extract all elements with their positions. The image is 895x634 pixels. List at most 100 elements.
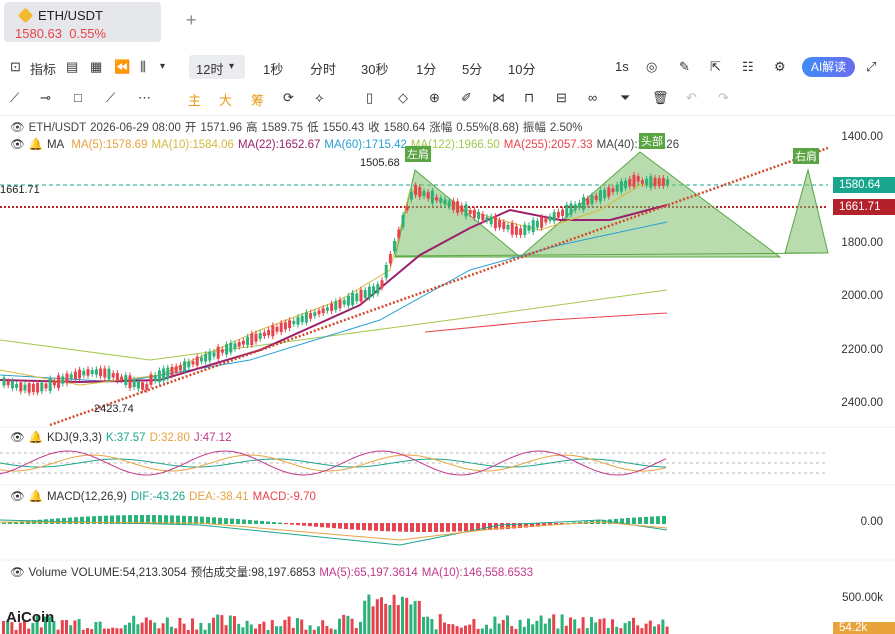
indicators-button[interactable]: 指标 [30,62,57,77]
candle-body [262,332,266,337]
ruler-icon[interactable]: ◇ [398,90,408,105]
interval-chevron-icon[interactable]: ▾ [229,61,235,72]
hline-icon[interactable]: ⊸ [40,90,51,105]
left-shoulder-label: 左肩 [405,146,431,162]
eye-icon: 👁 [10,491,25,503]
interval-selected[interactable]: 12时 [196,62,224,77]
lock-icon[interactable]: ⊓ [524,90,535,105]
macd-bar [512,523,516,529]
interval-1s[interactable]: 1秒 [263,62,284,77]
candle-body [279,322,283,333]
chevron-down-icon[interactable]: ▾ [160,61,166,72]
brush-icon[interactable]: ✐ [461,90,472,105]
template-icon[interactable]: ⊟ [556,90,567,105]
zoom-icon[interactable]: ⊕ [429,90,440,105]
undo-icon[interactable]: ↶ [686,90,697,105]
macd-bar [2,522,6,524]
candle-body [502,222,506,229]
candle-body [430,190,434,204]
volume-bar [485,624,488,634]
trendline-icon[interactable]: ⟋ [10,90,20,105]
interval-select[interactable] [189,55,245,79]
big-order-button[interactable]: 大 [219,93,233,108]
chips-button[interactable]: 筹 [251,93,265,108]
share-icon[interactable]: ⇱ [710,59,721,74]
link-icon[interactable]: ∞ [588,90,598,105]
candle-body [187,361,191,368]
volume-bar [539,615,543,634]
volume-bar [304,629,308,634]
candle-body [498,220,502,228]
volume-bar [81,629,85,634]
macd-bar [644,516,648,524]
bookmark-icon[interactable]: ▯ [366,90,374,105]
volume-bar [228,615,232,634]
macd-bar [386,523,390,532]
macd-bar [242,519,246,524]
interval-10m[interactable]: 10分 [508,62,536,77]
indicators-icon[interactable]: ⊡ [10,59,21,74]
layout-icon[interactable]: ▤ [66,59,79,74]
interval-30s[interactable]: 30秒 [361,62,389,77]
volume-bar [212,617,215,634]
interval-time[interactable]: 分时 [310,62,337,77]
symbol-tab[interactable]: ETH/USDT 1580.63 0.55% [4,2,161,42]
candle-body [464,204,468,217]
volume-bar [65,619,68,634]
candle-body [552,212,556,222]
ai-button[interactable]: AI解读 [802,57,855,77]
candle-body [48,378,52,391]
filter-icon[interactable]: ⏷ [620,90,631,105]
candle-body [212,352,216,357]
replay-icon[interactable]: ⏪ [114,59,131,74]
interval-1m[interactable]: 1分 [416,62,437,77]
fullscreen-icon[interactable]: ⤢ [866,59,877,74]
magnet-icon[interactable]: ⋈ [492,90,505,105]
volume-bar [413,601,417,634]
interval-5m[interactable]: 5分 [462,62,483,77]
trash-icon[interactable]: 🗑 [652,90,669,105]
measure-icon[interactable]: ⟡ [315,90,324,105]
camera-icon[interactable]: ◎ [646,59,658,74]
settings-list-icon[interactable]: ☷ [742,59,754,74]
kdj-line [0,450,667,476]
volume-bar [300,619,304,634]
rectangle-icon[interactable]: □ [74,90,82,105]
candle-body [619,181,623,192]
candle-body [649,176,653,188]
gear-icon[interactable]: ⚙ [774,59,786,74]
candle-body [157,370,161,383]
macd-bar [530,523,534,528]
volume-bar [401,596,404,634]
volume-bar [476,628,480,634]
volume-bar [611,619,614,634]
volume-bar [543,623,547,634]
pen-icon[interactable]: ✎ [679,59,690,74]
macd-bar [662,515,666,524]
macd-bar [494,523,498,530]
candle-body [107,368,111,380]
macd-bar [278,522,282,524]
macd-bar [308,523,312,527]
main-force-button[interactable]: 主 [188,93,202,108]
grid-icon[interactable]: ▦ [90,59,103,74]
candle-body [653,177,657,187]
candle-body [359,289,363,302]
macd-bar [656,516,660,524]
refresh-rate[interactable]: 1s [615,59,629,74]
volume-bar [174,628,178,634]
fib-icon[interactable]: ⟋ [106,90,116,105]
sync-icon[interactable]: ⟳ [283,90,294,105]
add-tab-icon[interactable]: + [186,10,197,30]
compare-icon[interactable]: ⫼ [140,59,146,74]
last-price-tag: 1580.64 [833,177,895,193]
macd-bar [392,523,396,532]
candle-body [36,382,40,393]
macd-bar [614,518,618,524]
more-icon[interactable]: ⋯ [138,90,151,105]
volume-bar [178,617,182,634]
candle-body [61,376,65,384]
redo-icon[interactable]: ↷ [718,90,729,105]
candle-body [136,381,140,389]
